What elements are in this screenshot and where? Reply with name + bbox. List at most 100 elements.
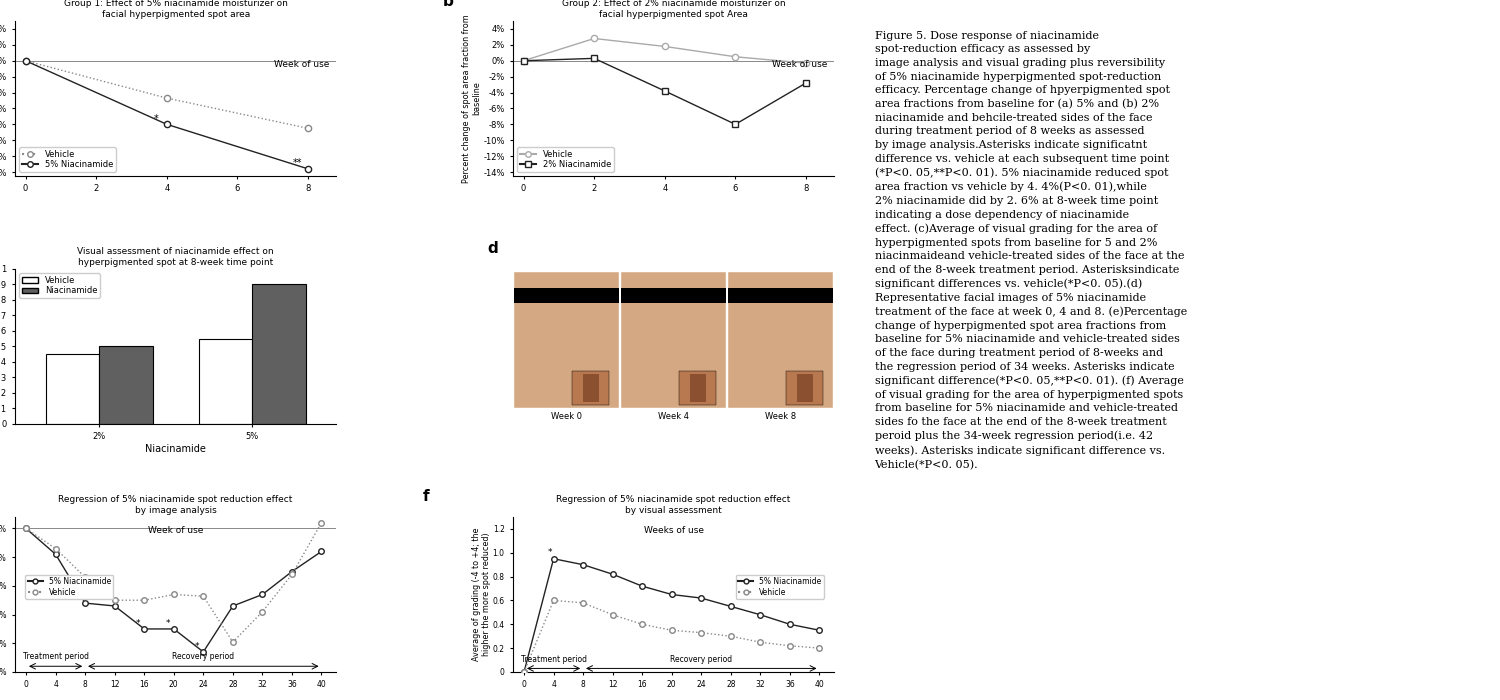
Bar xyxy=(45,354,99,424)
Text: b: b xyxy=(442,0,453,8)
Title: Visual assessment of niacinamide effect on
hyperpigmented spot at 8-week time po: Visual assessment of niacinamide effect … xyxy=(78,247,274,267)
Bar xyxy=(514,288,619,303)
Line: 5% Niacinamide: 5% Niacinamide xyxy=(520,556,822,675)
5% Niacinamide xyxy=(633,582,651,590)
Text: Recovery period: Recovery period xyxy=(172,652,234,661)
Bar xyxy=(582,374,598,402)
5% Niacinamide xyxy=(195,648,213,656)
Bar xyxy=(572,371,609,405)
Line: 5% Niacinamide: 5% Niacinamide xyxy=(22,57,310,172)
5% Niacinamide xyxy=(514,668,532,676)
Title: Regression of 5% niacinamide spot reduction effect
by image analysis: Regression of 5% niacinamide spot reduct… xyxy=(58,496,292,514)
Vehicle xyxy=(76,573,94,582)
Vehicle xyxy=(284,570,302,579)
Vehicle xyxy=(312,519,330,527)
5% Niacinamide xyxy=(810,626,828,634)
Legend: 5% Niacinamide, Vehicle: 5% Niacinamide, Vehicle xyxy=(735,575,824,598)
Vehicle xyxy=(16,524,34,533)
Text: Week of use: Week of use xyxy=(772,60,828,69)
Legend: 5% Niacinamide, Vehicle: 5% Niacinamide, Vehicle xyxy=(26,575,114,598)
Vehicle xyxy=(752,638,770,646)
Title: Regression of 5% niacinamide spot reduction effect
by visual assessment: Regression of 5% niacinamide spot reduct… xyxy=(556,496,790,514)
Text: *: * xyxy=(154,114,159,124)
Text: f: f xyxy=(423,489,429,505)
Legend: Vehicle, 2% Niacinamide: Vehicle, 2% Niacinamide xyxy=(518,147,614,172)
Vehicle xyxy=(254,608,272,616)
Vehicle xyxy=(224,638,242,646)
5% Niacinamide xyxy=(224,602,242,610)
Bar xyxy=(796,374,813,402)
5% Niacinamide xyxy=(254,590,272,598)
Vehicle xyxy=(633,620,651,629)
Text: Week of use: Week of use xyxy=(148,526,204,536)
Bar xyxy=(728,272,833,409)
Line: 2% Niacinamide: 2% Niacinamide xyxy=(520,55,809,127)
Vehicle xyxy=(158,94,176,102)
2% Niacinamide xyxy=(514,57,532,65)
Vehicle xyxy=(298,124,316,132)
X-axis label: Niacinamide: Niacinamide xyxy=(146,444,206,454)
5% Niacinamide xyxy=(722,602,740,610)
Text: **: ** xyxy=(292,158,302,169)
5% Niacinamide xyxy=(135,624,153,633)
Bar xyxy=(99,346,153,424)
Vehicle xyxy=(810,644,828,652)
Vehicle xyxy=(195,592,213,601)
Vehicle xyxy=(514,57,532,65)
Text: *: * xyxy=(195,642,200,651)
5% Niacinamide xyxy=(663,590,681,598)
Text: Week 0: Week 0 xyxy=(550,412,582,421)
Vehicle xyxy=(796,59,814,67)
5% Niacinamide xyxy=(46,550,64,559)
Bar xyxy=(680,371,717,405)
Legend: Vehicle, 5% Niacinamide: Vehicle, 5% Niacinamide xyxy=(20,147,116,172)
5% Niacinamide xyxy=(165,624,183,633)
Title: Group 1: Effect of 5% niacinamide moisturizer on
facial hyperpigmented spot area: Group 1: Effect of 5% niacinamide moistu… xyxy=(63,0,288,19)
Line: 5% Niacinamide: 5% Niacinamide xyxy=(24,526,324,655)
5% Niacinamide xyxy=(16,57,34,65)
Vehicle xyxy=(782,642,800,650)
Text: *: * xyxy=(76,593,81,602)
Text: *: * xyxy=(548,548,552,557)
Text: Weeks of use: Weeks of use xyxy=(644,526,704,536)
5% Niacinamide xyxy=(16,524,34,533)
5% Niacinamide xyxy=(603,570,621,578)
Bar xyxy=(514,272,619,409)
Line: Vehicle: Vehicle xyxy=(520,36,809,66)
Bar xyxy=(690,374,705,402)
Vehicle xyxy=(514,668,532,676)
Vehicle xyxy=(663,626,681,634)
Text: d: d xyxy=(488,241,498,256)
5% Niacinamide xyxy=(782,620,800,629)
Vehicle xyxy=(16,57,34,65)
Bar xyxy=(621,272,726,409)
2% Niacinamide xyxy=(726,120,744,129)
Vehicle xyxy=(105,596,123,604)
Vehicle xyxy=(693,629,711,637)
5% Niacinamide xyxy=(574,561,592,569)
5% Niacinamide xyxy=(158,120,176,129)
5% Niacinamide xyxy=(693,594,711,602)
5% Niacinamide xyxy=(312,547,330,556)
Bar xyxy=(621,288,726,303)
5% Niacinamide xyxy=(105,602,123,610)
Vehicle xyxy=(135,596,153,604)
Text: Week of use: Week of use xyxy=(274,60,330,69)
5% Niacinamide xyxy=(544,554,562,563)
Vehicle xyxy=(165,590,183,598)
Vehicle xyxy=(656,42,674,50)
Bar xyxy=(198,339,252,424)
Legend: Vehicle, Niacinamide: Vehicle, Niacinamide xyxy=(20,273,101,298)
Vehicle xyxy=(585,34,603,43)
2% Niacinamide xyxy=(585,54,603,62)
2% Niacinamide xyxy=(656,87,674,95)
Vehicle xyxy=(574,598,592,607)
Text: Figure 5. Dose response of niacinamide
spot-reduction efficacy as assessed by
im: Figure 5. Dose response of niacinamide s… xyxy=(874,31,1186,470)
Y-axis label: Average of grading (-4 to +4; the
higher the more spot reduced): Average of grading (-4 to +4; the higher… xyxy=(471,528,490,661)
5% Niacinamide xyxy=(284,567,302,575)
2% Niacinamide xyxy=(796,79,814,88)
Text: *: * xyxy=(136,619,141,628)
Line: Vehicle: Vehicle xyxy=(22,57,310,132)
Vehicle xyxy=(46,545,64,553)
Text: Week 8: Week 8 xyxy=(765,412,796,421)
